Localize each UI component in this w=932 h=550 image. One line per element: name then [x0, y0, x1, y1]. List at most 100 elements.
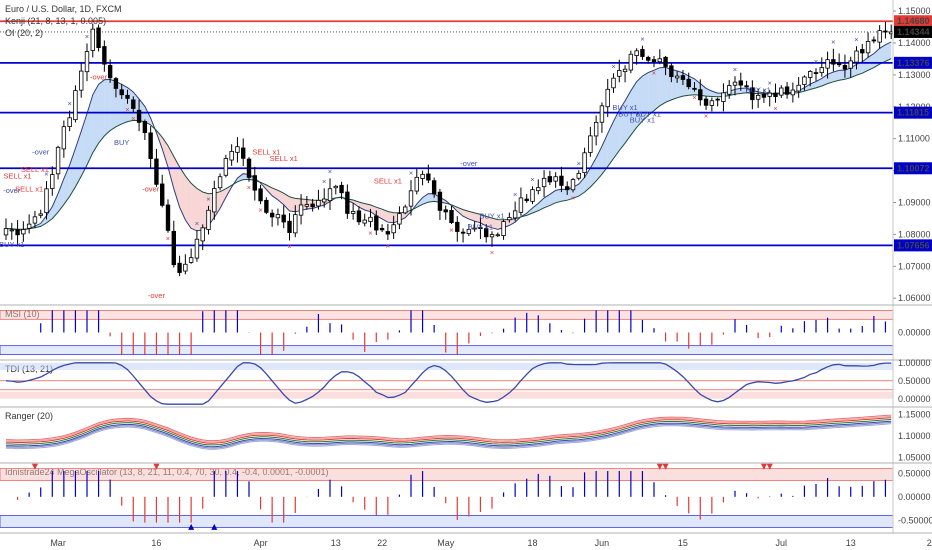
candle[interactable] — [229, 150, 234, 161]
candle[interactable] — [171, 230, 176, 266]
candle[interactable] — [692, 87, 697, 90]
candle[interactable] — [414, 176, 419, 192]
candle[interactable] — [507, 217, 512, 221]
candle[interactable] — [657, 58, 662, 63]
candle[interactable] — [252, 175, 257, 191]
candle[interactable] — [617, 70, 622, 77]
candle[interactable] — [107, 65, 113, 79]
candle[interactable] — [512, 210, 518, 219]
candle[interactable] — [547, 176, 553, 183]
candle[interactable] — [113, 78, 119, 89]
candle[interactable] — [732, 81, 738, 86]
candle[interactable] — [530, 189, 535, 202]
candle[interactable] — [125, 94, 130, 99]
candle[interactable] — [177, 262, 182, 273]
candle[interactable] — [767, 92, 772, 97]
candle[interactable] — [154, 158, 159, 185]
candle[interactable] — [570, 179, 576, 191]
candle[interactable] — [374, 215, 379, 231]
candle[interactable] — [460, 231, 466, 234]
candle[interactable] — [160, 183, 165, 206]
candle[interactable] — [709, 100, 715, 106]
msi-pane[interactable]: MSI (10) — [0, 309, 894, 355]
candle[interactable] — [356, 210, 362, 223]
candle[interactable] — [287, 220, 292, 233]
candle[interactable] — [223, 158, 229, 176]
candle[interactable] — [9, 229, 14, 232]
candle[interactable] — [484, 228, 489, 238]
candle[interactable] — [518, 197, 524, 213]
candle[interactable] — [715, 98, 720, 101]
candle[interactable] — [744, 85, 749, 88]
candle[interactable] — [536, 187, 541, 192]
candle[interactable] — [854, 50, 859, 63]
candle[interactable] — [553, 176, 558, 182]
candle[interactable] — [15, 229, 20, 236]
candle[interactable] — [79, 70, 84, 91]
candle[interactable] — [848, 60, 853, 69]
candle[interactable] — [339, 184, 344, 194]
candle[interactable] — [322, 198, 327, 203]
candle[interactable] — [541, 177, 547, 188]
candle[interactable] — [21, 229, 26, 235]
tdi-pane[interactable]: TDI (13, 21) — [0, 362, 893, 405]
candle[interactable] — [634, 50, 639, 56]
candle[interactable] — [298, 204, 304, 216]
candle[interactable] — [576, 172, 581, 179]
candle[interactable] — [646, 56, 651, 61]
main-price-pane[interactable]: ×××××××××××××××××××××××××××××××× ×SELL x1… — [0, 20, 894, 300]
candle[interactable] — [750, 87, 755, 101]
candle[interactable] — [565, 186, 570, 191]
candle[interactable] — [258, 188, 263, 202]
candle[interactable] — [443, 209, 448, 213]
candle[interactable] — [183, 263, 188, 272]
candle[interactable] — [102, 46, 107, 65]
candle[interactable] — [449, 210, 454, 223]
candle[interactable] — [842, 64, 848, 70]
candle[interactable] — [50, 174, 55, 189]
candle[interactable] — [727, 85, 732, 95]
candle[interactable] — [84, 51, 90, 73]
candle[interactable] — [489, 234, 495, 238]
candle[interactable] — [188, 257, 194, 263]
candle[interactable] — [26, 223, 32, 229]
ranger-pane[interactable]: Ranger (20) — [5, 411, 892, 450]
candle[interactable] — [796, 84, 801, 92]
candle[interactable] — [860, 49, 865, 54]
candle[interactable] — [304, 204, 310, 207]
candle[interactable] — [865, 41, 871, 54]
candle[interactable] — [206, 209, 211, 230]
candle[interactable] — [593, 121, 599, 137]
mega-oscillator-pane[interactable]: Idnistrade24 MegaOscillator (13, 8, 21, … — [0, 463, 894, 530]
candle[interactable] — [779, 87, 784, 96]
candle[interactable] — [385, 231, 391, 235]
candle[interactable] — [784, 86, 790, 95]
candle[interactable] — [836, 62, 842, 66]
candle[interactable] — [350, 211, 356, 214]
candle[interactable] — [738, 80, 743, 86]
candle[interactable] — [3, 228, 9, 236]
candle[interactable] — [264, 199, 269, 213]
candle[interactable] — [32, 216, 38, 224]
candle[interactable] — [379, 227, 385, 231]
candle[interactable] — [686, 78, 691, 88]
candle[interactable] — [246, 158, 252, 178]
candle[interactable] — [67, 117, 72, 127]
candle[interactable] — [808, 71, 813, 78]
candle[interactable] — [455, 221, 460, 232]
candle[interactable] — [802, 76, 807, 85]
candle[interactable] — [588, 135, 593, 153]
candle[interactable] — [397, 213, 402, 225]
candle[interactable] — [819, 67, 824, 74]
candle[interactable] — [755, 94, 761, 100]
candle[interactable] — [119, 89, 124, 96]
candle[interactable] — [368, 216, 373, 222]
candle[interactable] — [431, 180, 437, 195]
candle[interactable] — [524, 198, 529, 202]
candle[interactable] — [269, 212, 275, 218]
candle[interactable] — [437, 191, 443, 211]
candle[interactable] — [790, 89, 796, 96]
candle[interactable] — [212, 188, 217, 213]
candle[interactable] — [293, 214, 298, 234]
candle[interactable] — [674, 75, 680, 79]
